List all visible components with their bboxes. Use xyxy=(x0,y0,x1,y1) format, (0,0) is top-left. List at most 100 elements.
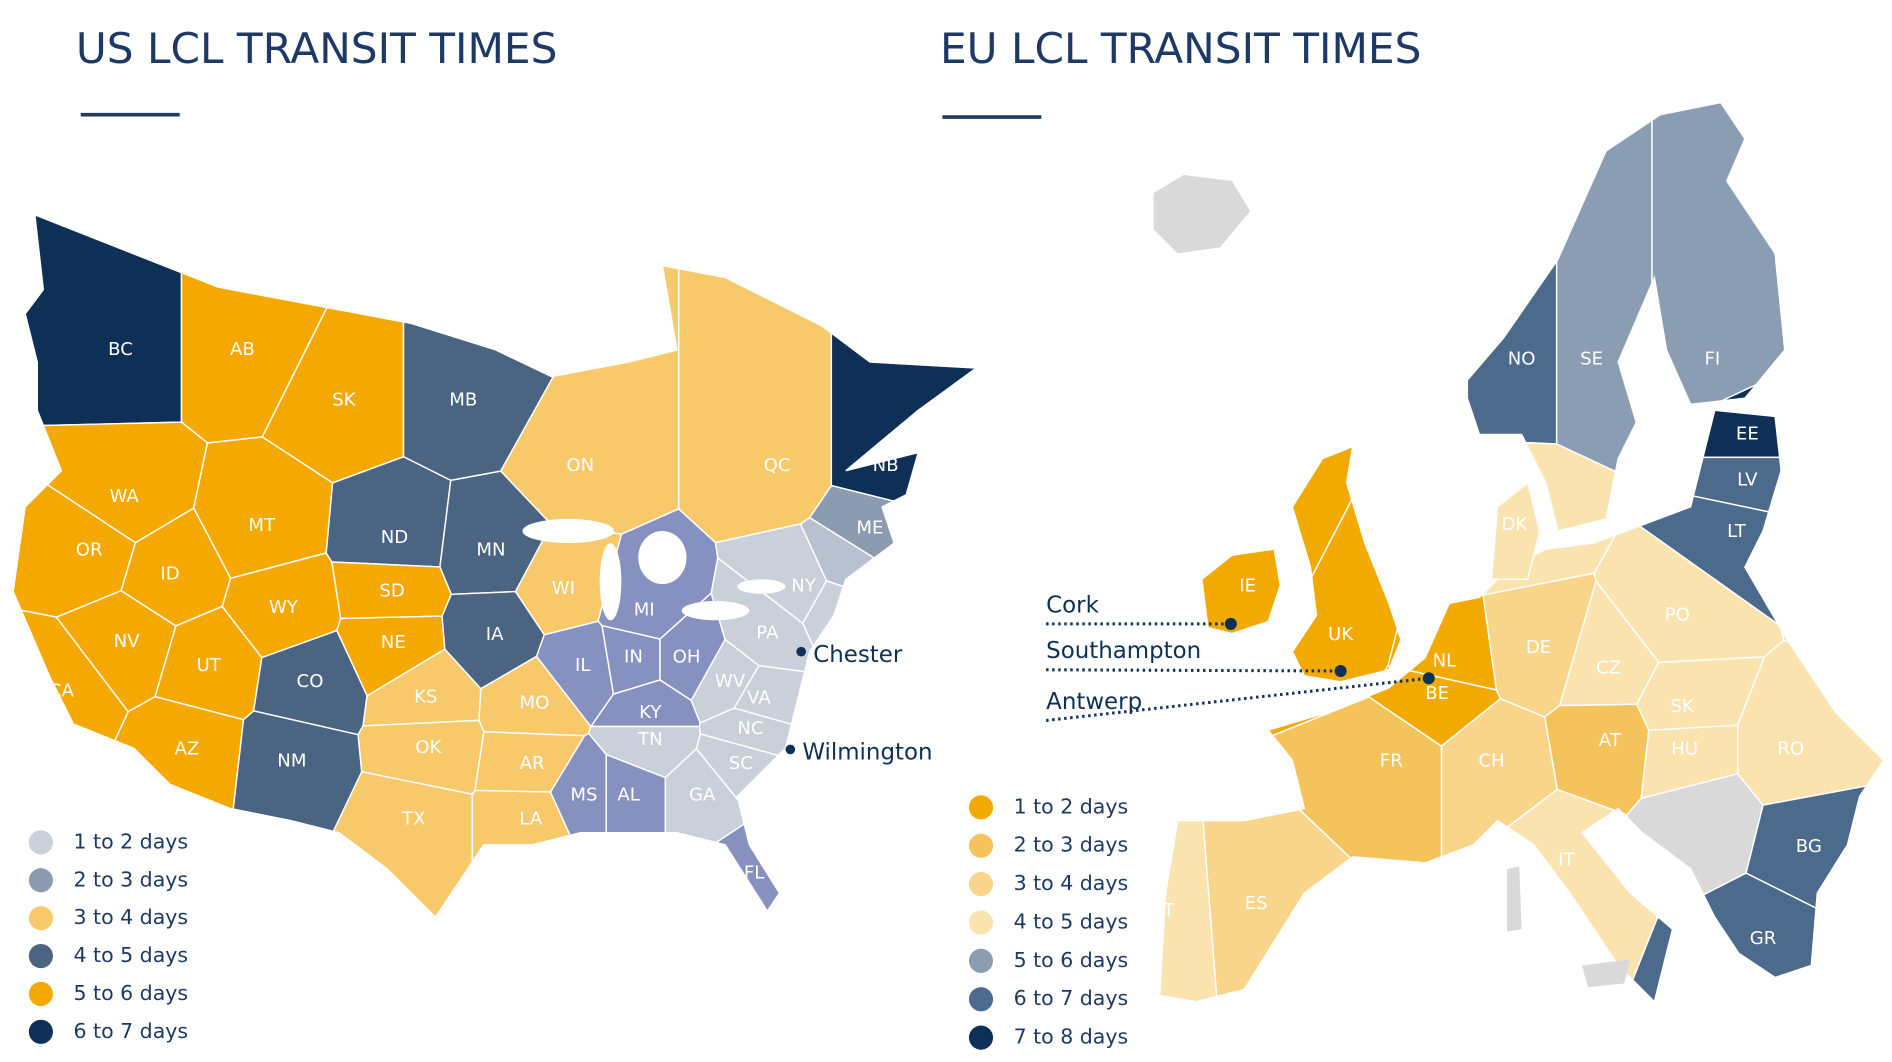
legend-label: 6 to 7 days xyxy=(73,1019,188,1043)
legend-swatch xyxy=(968,833,994,858)
land-gray xyxy=(1153,174,1251,254)
region-label: ID xyxy=(160,563,179,584)
region-label: LA xyxy=(519,808,542,829)
region-label: WA xyxy=(110,486,140,507)
region-label: OH xyxy=(673,647,701,668)
region-label: CZ xyxy=(1596,658,1621,679)
region-label: SE xyxy=(1580,349,1603,370)
region-label: MB xyxy=(449,390,477,411)
legend-label: 4 to 5 days xyxy=(73,943,188,967)
region-label: IE xyxy=(1239,576,1256,597)
lake xyxy=(638,531,687,585)
region xyxy=(1490,481,1541,580)
region-label: QC xyxy=(764,455,791,476)
map-shapes xyxy=(12,101,1885,1004)
legend-swatch xyxy=(968,948,994,973)
region-label: PT xyxy=(1152,900,1175,921)
us-title: US LCL TRANSIT TIMES xyxy=(76,24,558,73)
legend-label: 1 to 2 days xyxy=(73,829,188,853)
region xyxy=(1780,629,1791,644)
region xyxy=(677,267,833,544)
city-dot xyxy=(785,744,796,755)
city-dot xyxy=(1422,672,1435,685)
region-label: OR xyxy=(76,539,103,560)
region-label: OK xyxy=(415,737,442,758)
land-gray xyxy=(1581,959,1631,988)
region-label: NV xyxy=(114,631,141,652)
region xyxy=(1271,696,1443,864)
region xyxy=(24,213,183,427)
region-label: SK xyxy=(332,390,356,411)
region xyxy=(1651,101,1786,406)
region xyxy=(1202,808,1352,998)
region-label: FR xyxy=(1380,751,1403,772)
city-leader xyxy=(1046,676,1429,722)
region-label: IL xyxy=(575,655,590,676)
region-label: WV xyxy=(715,671,746,692)
region-label: BG xyxy=(1796,836,1822,857)
legend-swatch xyxy=(28,906,53,931)
region-label: VA xyxy=(747,688,771,709)
legend-label: 4 to 5 days xyxy=(1014,909,1129,933)
city-label: Antwerp xyxy=(1046,689,1142,715)
city-label: Cork xyxy=(1046,592,1099,618)
region xyxy=(1555,118,1653,473)
region-label: IT xyxy=(1558,849,1575,870)
region-label: NY xyxy=(791,576,817,597)
legend-swatch xyxy=(28,943,53,969)
region-label: FL xyxy=(744,863,765,884)
region-label: LT xyxy=(1727,521,1747,542)
region-label: BC xyxy=(108,339,133,360)
region xyxy=(830,331,979,502)
lake xyxy=(599,543,622,621)
legend-swatch xyxy=(28,1019,53,1044)
legend-swatch xyxy=(968,987,994,1012)
region-label: SD xyxy=(379,580,404,601)
region-label: DK xyxy=(1502,514,1529,535)
city-label: Southampton xyxy=(1046,638,1201,664)
city-label: Wilmington xyxy=(802,740,932,766)
legend-label: 7 to 8 days xyxy=(1014,1025,1129,1049)
legend-swatch xyxy=(968,910,994,935)
region-label: KY xyxy=(639,702,662,723)
region xyxy=(801,580,845,648)
region xyxy=(1638,495,1780,626)
legend-swatch xyxy=(28,868,53,893)
region-label: AR xyxy=(520,753,545,774)
region-label: AL xyxy=(617,784,639,805)
legend-label: 5 to 6 days xyxy=(73,981,188,1005)
lake xyxy=(522,518,615,544)
region xyxy=(1291,497,1399,683)
region-label: HU xyxy=(1671,738,1698,759)
land-gray xyxy=(1507,866,1522,932)
region-label: PA xyxy=(756,623,779,644)
region-label: NL xyxy=(1433,650,1457,671)
region-label: AT xyxy=(1599,730,1622,751)
region xyxy=(549,732,608,837)
region-label: AB xyxy=(230,339,255,360)
region xyxy=(1158,819,1218,1003)
lake xyxy=(681,600,750,621)
region xyxy=(1625,456,1642,477)
region-label: NC xyxy=(737,718,763,739)
region-label: BE xyxy=(1425,683,1449,704)
region-label: KS xyxy=(414,687,437,708)
region xyxy=(1383,665,1392,672)
region xyxy=(1201,548,1282,635)
legend-label: 5 to 6 days xyxy=(1014,948,1129,972)
region-label: UT xyxy=(196,655,221,676)
legend-swatch xyxy=(28,830,53,855)
legend-label: 1 to 2 days xyxy=(1014,794,1129,818)
city-dot xyxy=(1224,617,1237,630)
region-label: WY xyxy=(269,597,299,618)
region-label: SC xyxy=(729,753,753,774)
region-label: WI xyxy=(552,578,575,599)
region xyxy=(1291,445,1354,580)
region-label: MO xyxy=(520,693,550,714)
region xyxy=(1721,384,1757,402)
lake xyxy=(737,579,786,594)
region xyxy=(1626,773,1764,920)
region-label: MI xyxy=(634,600,655,621)
legend-swatch xyxy=(28,981,53,1007)
region xyxy=(690,638,760,724)
